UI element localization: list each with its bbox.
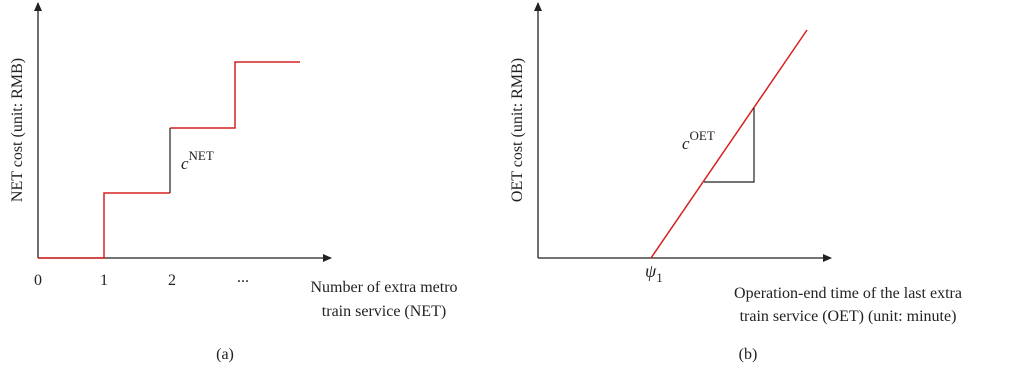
x-label: Number of extra metro: [310, 279, 457, 296]
annotation-superscript: NET: [189, 148, 214, 163]
annotation-symbol: c: [682, 134, 690, 153]
y-label: OET cost (unit: RMB): [509, 58, 526, 202]
x-label: Operation-end time of the last extra: [734, 285, 962, 302]
tick-symbol: ψ: [645, 261, 657, 281]
tick-label: 0: [34, 272, 42, 289]
tick-label: 1: [100, 272, 108, 289]
panel-b: OET cost (unit: RMB) ψ1 cOET Operation-e…: [509, 2, 962, 363]
caption: (b): [739, 346, 758, 363]
annotation: cNET: [181, 148, 214, 173]
annotation-superscript: OET: [690, 128, 715, 143]
panel-a: NET cost (unit: RMB) 0 1 2 ... cNET Numb…: [9, 2, 458, 363]
tick-subscript: 1: [656, 270, 663, 285]
annotation: cOET: [682, 128, 715, 153]
tick-label: 2: [168, 272, 176, 289]
x-label: train service (NET): [322, 303, 446, 320]
annotation-symbol: c: [181, 154, 189, 173]
linear-cost: [650, 29, 808, 259]
tick-label: ψ1: [645, 261, 663, 285]
tick-label: ...: [237, 269, 249, 286]
y-label: NET cost (unit: RMB): [9, 58, 26, 202]
step-cost: [38, 61, 300, 259]
slope-triangle: [704, 108, 755, 183]
caption: (a): [216, 346, 234, 363]
x-label: train service (OET) (unit: minute): [740, 308, 957, 325]
